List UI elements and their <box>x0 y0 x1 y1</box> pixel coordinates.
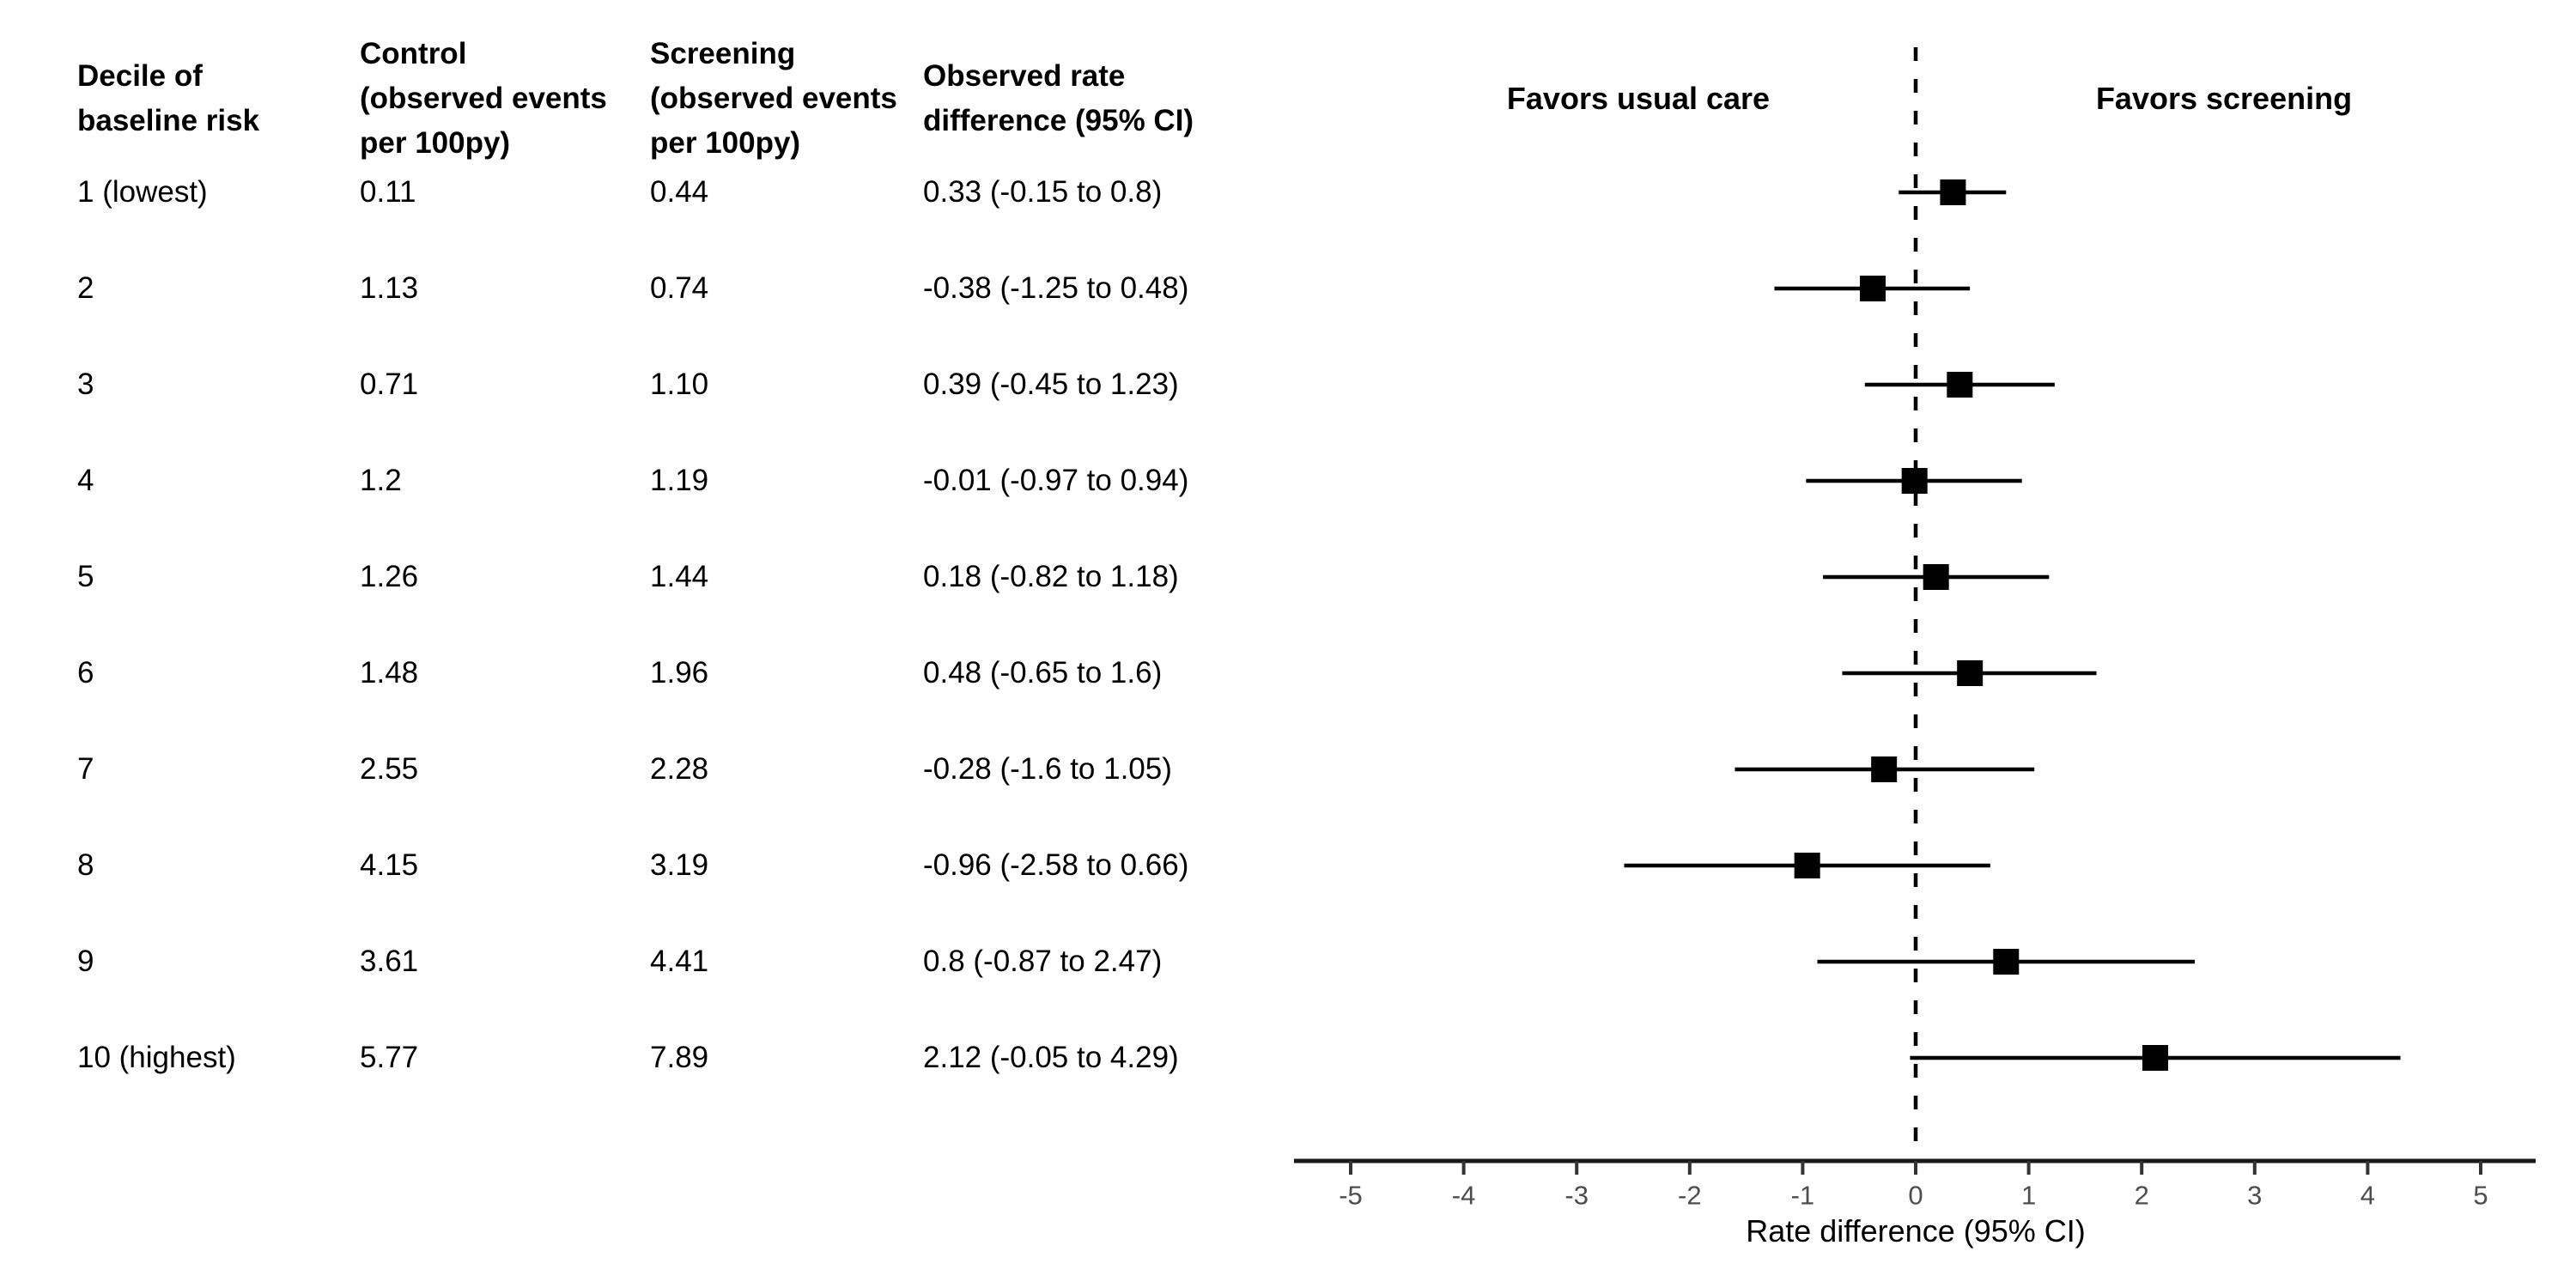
x-axis-tick-label: -2 <box>1678 1181 1702 1211</box>
table-cell-screening: 1.44 <box>650 560 709 593</box>
x-axis-tick-label: 4 <box>2360 1181 2375 1211</box>
table-cell-control: 2.55 <box>360 752 419 786</box>
column-header-decile: Decile of baseline risk <box>77 59 260 137</box>
x-axis-tick-label: 3 <box>2247 1181 2262 1211</box>
x-axis-tick-label: 2 <box>2135 1181 2149 1211</box>
table-cell-rate_diff: -0.38 (-1.25 to 0.48) <box>923 271 1189 305</box>
column-header-screening: Screening (observed events per 100py) <box>650 37 897 160</box>
table-cell-rate_diff: -0.28 (-1.6 to 1.05) <box>923 752 1172 786</box>
table-cell-control: 0.11 <box>360 175 416 209</box>
table-cell-rate_diff: 0.8 (-0.87 to 2.47) <box>923 945 1163 978</box>
table-cell-decile: 1 (lowest) <box>77 175 208 209</box>
x-axis-tick-label: -5 <box>1339 1181 1363 1211</box>
point-estimate-marker <box>1940 179 1966 205</box>
point-estimate-marker <box>1923 564 1949 590</box>
point-estimate-marker <box>2142 1045 2168 1071</box>
table-cell-control: 5.77 <box>360 1041 419 1074</box>
table-cell-rate_diff: 2.12 (-0.05 to 4.29) <box>923 1041 1179 1074</box>
table-cell-control: 1.13 <box>360 271 419 305</box>
point-estimate-marker <box>1993 949 2020 975</box>
x-axis-tick-label: -3 <box>1564 1181 1589 1211</box>
table-cell-decile: 5 <box>77 560 94 593</box>
table-cell-decile: 8 <box>77 848 94 882</box>
point-estimate-marker <box>1794 853 1820 878</box>
table-cell-control: 3.61 <box>360 945 419 978</box>
x-axis-tick-label: -4 <box>1452 1181 1476 1211</box>
point-estimate-marker <box>1947 372 1973 398</box>
table-cell-screening: 0.74 <box>650 271 709 305</box>
table-cell-screening: 1.10 <box>650 368 709 401</box>
table-cell-decile: 2 <box>77 271 94 305</box>
favors-usual-care-label: Favors usual care <box>1506 81 1771 116</box>
table-cell-screening: 4.41 <box>650 945 709 978</box>
table-cell-decile: 3 <box>77 368 94 401</box>
table-cell-control: 4.15 <box>360 848 419 882</box>
favors-screening-label: Favors screening <box>2095 81 2353 116</box>
table-cell-screening: 3.19 <box>650 848 709 882</box>
x-axis-tick-label: 5 <box>2473 1181 2488 1211</box>
table-cell-decile: 9 <box>77 945 94 978</box>
table-cell-control: 1.2 <box>360 464 402 497</box>
table-cell-control: 0.71 <box>360 368 419 401</box>
column-header-control: Control (observed events per 100py) <box>360 37 607 160</box>
table-cell-control: 1.26 <box>360 560 419 593</box>
column-header-rate-difference: Observed rate difference (95% CI) <box>923 59 1194 137</box>
table-cell-screening: 1.19 <box>650 464 709 497</box>
x-axis-tick-label: -1 <box>1791 1181 1815 1211</box>
table-cell-screening: 0.44 <box>650 175 709 209</box>
table-cell-rate_diff: 0.39 (-0.45 to 1.23) <box>923 368 1179 401</box>
table-cell-screening: 7.89 <box>650 1041 709 1074</box>
point-estimate-marker <box>1871 756 1898 782</box>
table-cell-decile: 4 <box>77 464 94 497</box>
table-cell-screening: 2.28 <box>650 752 709 786</box>
table-cell-rate_diff: 0.48 (-0.65 to 1.6) <box>923 656 1163 690</box>
table-cell-screening: 1.96 <box>650 656 709 690</box>
table-cell-rate_diff: -0.96 (-2.58 to 0.66) <box>923 848 1189 882</box>
table-cell-decile: 6 <box>77 656 94 690</box>
table-cell-rate_diff: 0.33 (-0.15 to 0.8) <box>923 175 1163 209</box>
point-estimate-marker <box>1957 660 1984 686</box>
table-cell-decile: 7 <box>77 752 94 786</box>
table-cell-decile: 10 (highest) <box>77 1041 236 1074</box>
x-axis-tick-label: 0 <box>1908 1181 1923 1211</box>
point-estimate-marker <box>1901 468 1928 494</box>
x-axis-tick-label: 1 <box>2021 1181 2036 1211</box>
table-cell-rate_diff: 0.18 (-0.82 to 1.18) <box>923 560 1179 593</box>
x-axis-title: Rate difference (95% CI) <box>1746 1213 2086 1249</box>
table-cell-rate_diff: -0.01 (-0.97 to 0.94) <box>923 464 1189 497</box>
point-estimate-marker <box>1859 276 1886 301</box>
table-cell-control: 1.48 <box>360 656 419 690</box>
